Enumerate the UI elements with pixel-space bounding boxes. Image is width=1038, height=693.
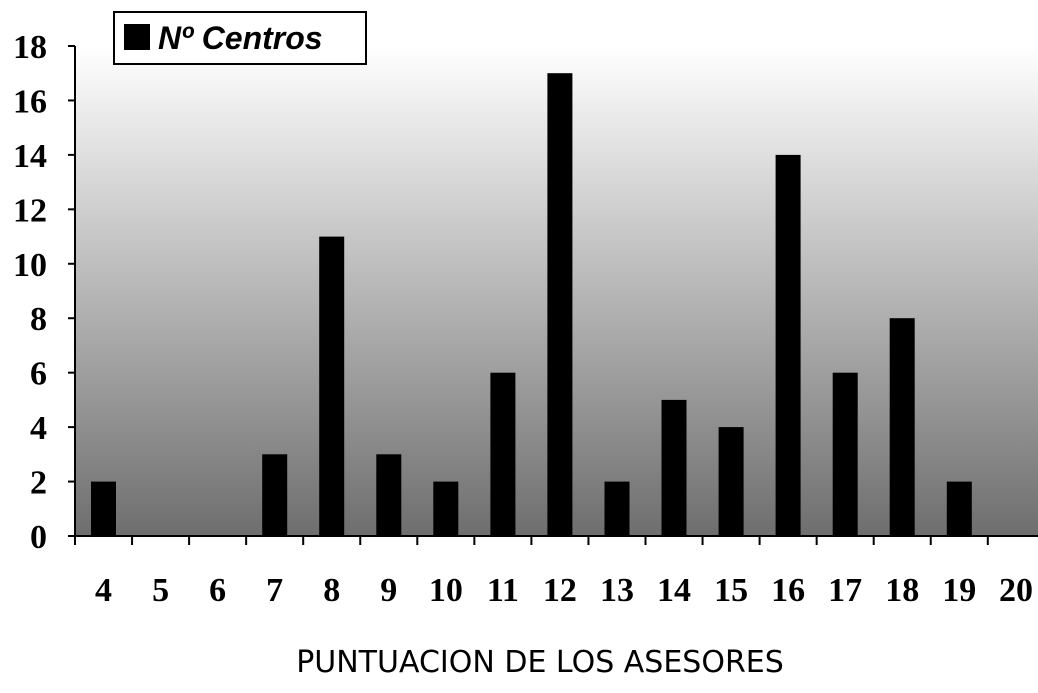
y-tick-label: 16 — [13, 83, 47, 120]
y-tick-label: 18 — [13, 29, 47, 66]
bar-16 — [775, 154, 801, 536]
x-tick-label: 19 — [942, 572, 976, 609]
x-tick-label: 5 — [152, 572, 169, 609]
x-tick-labels: 4 5 6 7 8 9 10 11 12 13 14 15 16 17 18 19 20 — [95, 572, 1033, 609]
y-tick-label: 10 — [13, 247, 47, 284]
bar-8 — [319, 236, 345, 536]
legend-box — [113, 11, 367, 65]
bar-10 — [433, 481, 459, 536]
bar-7 — [262, 454, 288, 536]
axes-group — [68, 45, 1038, 545]
bar-4 — [91, 481, 116, 536]
x-axis-label: PUNTUACION DE LOS ASESORES — [296, 645, 784, 680]
x-tick-label: 9 — [380, 572, 397, 609]
x-tick-label: 10 — [429, 572, 463, 609]
bar-18 — [889, 318, 915, 536]
bars-group — [91, 73, 972, 536]
y-tick-label: 6 — [30, 356, 47, 393]
x-tick-label: 14 — [657, 572, 691, 609]
x-tick-label: 20 — [999, 572, 1033, 609]
bar-11 — [490, 372, 516, 536]
x-tick-label: 12 — [543, 572, 577, 609]
x-tick-label: 8 — [323, 572, 340, 609]
bar-15 — [718, 427, 744, 536]
y-tick-label: 2 — [30, 465, 47, 502]
y-tick-label: 14 — [13, 138, 47, 175]
x-tick-label: 15 — [714, 572, 748, 609]
x-tick-label: 6 — [209, 572, 226, 609]
x-tick-label: 11 — [487, 572, 519, 609]
y-tick-label: 8 — [30, 301, 47, 338]
bar-17 — [832, 372, 858, 536]
bar-13 — [604, 481, 630, 536]
x-tick-label: 18 — [885, 572, 919, 609]
bar-9 — [376, 454, 402, 536]
y-tick-labels: 0 2 4 6 8 10 12 14 16 18 — [13, 29, 47, 556]
legend: Nº Centros — [113, 11, 367, 65]
y-tick-label: 0 — [30, 519, 47, 556]
x-tick-label: 7 — [266, 572, 283, 609]
x-tick-label: 17 — [828, 572, 862, 609]
y-tick-label: 4 — [30, 410, 47, 447]
legend-swatch — [124, 24, 150, 50]
y-tick-label: 12 — [13, 192, 47, 229]
bar-12 — [547, 73, 573, 536]
bar-19 — [946, 481, 972, 536]
bar-14 — [661, 399, 687, 536]
x-tick-label: 16 — [771, 572, 805, 609]
x-tick-label: 4 — [95, 572, 112, 609]
legend-label: Nº Centros — [158, 20, 323, 56]
x-tick-label: 13 — [600, 572, 634, 609]
